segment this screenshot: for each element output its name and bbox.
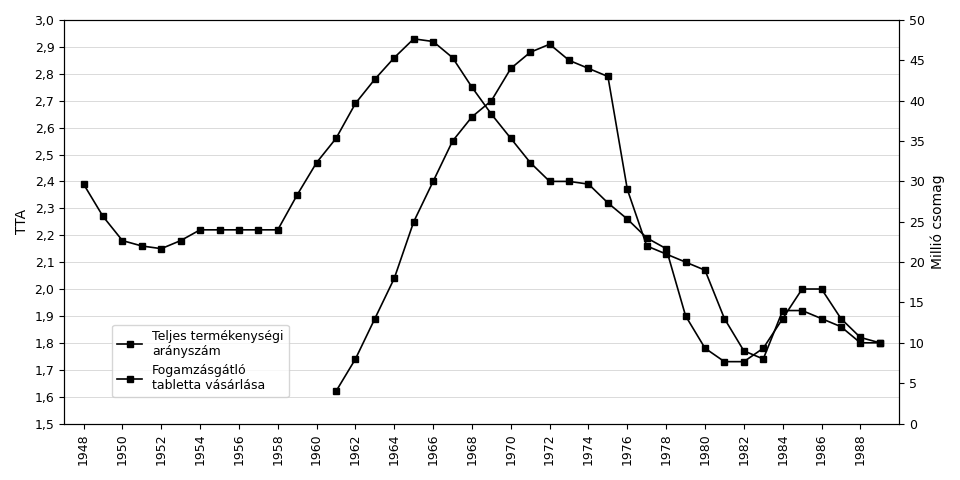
Fogamzásgátló
tabletta vásárlása: [680, 259, 691, 265]
Fogamzásgátló
tabletta vásárlása: [621, 187, 633, 192]
Teljes termékenységi
arányszám: [389, 55, 400, 60]
Fogamzásgátló
tabletta vásárlása: [757, 356, 769, 362]
Teljes termékenységi
arányszám: [660, 246, 672, 252]
Teljes termékenységi
arányszám: [738, 359, 750, 364]
Teljes termékenységi
arányszám: [311, 160, 323, 166]
Teljes termékenységi
arányszám: [369, 76, 380, 82]
Fogamzásgátló
tabletta vásárlása: [408, 219, 420, 225]
Teljes termékenységi
arányszám: [621, 216, 633, 222]
Fogamzásgátló
tabletta vásárlása: [835, 324, 847, 330]
Teljes termékenységi
arányszám: [797, 286, 808, 292]
Teljes termékenységi
arányszám: [641, 235, 653, 241]
Teljes termékenységi
arányszám: [854, 335, 866, 340]
Fogamzásgátló
tabletta vásárlása: [389, 276, 400, 281]
Teljes termékenységi
arányszám: [816, 286, 828, 292]
Teljes termékenységi
arányszám: [446, 55, 458, 60]
Fogamzásgátló
tabletta vásárlása: [524, 49, 536, 55]
Fogamzásgátló
tabletta vásárlása: [797, 308, 808, 313]
Teljes termékenységi
arányszám: [427, 39, 439, 45]
Fogamzásgátló
tabletta vásárlása: [854, 340, 866, 346]
Fogamzásgátló
tabletta vásárlása: [816, 316, 828, 322]
Fogamzásgátló
tabletta vásárlása: [583, 66, 594, 72]
Fogamzásgátló
tabletta vásárlása: [738, 348, 750, 354]
Fogamzásgátló
tabletta vásárlása: [602, 73, 613, 79]
Fogamzásgátló
tabletta vásárlása: [369, 316, 380, 322]
Teljes termékenységi
arányszám: [524, 160, 536, 166]
Fogamzásgátló
tabletta vásárlása: [874, 340, 885, 346]
Teljes termékenységi
arányszám: [757, 345, 769, 351]
Teljes termékenységi
arányszám: [349, 100, 361, 106]
Teljes termékenységi
arányszám: [194, 227, 205, 233]
Fogamzásgátló
tabletta vásárlása: [505, 66, 516, 72]
Teljes termékenységi
arányszám: [330, 135, 342, 141]
Teljes termékenységi
arányszám: [699, 345, 710, 351]
Fogamzásgátló
tabletta vásárlása: [486, 98, 497, 104]
Teljes termékenységi
arányszám: [583, 181, 594, 187]
Fogamzásgátló
tabletta vásárlása: [641, 243, 653, 249]
Teljes termékenységi
arányszám: [467, 84, 478, 90]
Teljes termékenységi
arányszám: [292, 192, 303, 198]
Line: Fogamzásgátló
tabletta vásárlása: Fogamzásgátló tabletta vásárlása: [333, 41, 882, 394]
Fogamzásgátló
tabletta vásárlása: [544, 41, 556, 47]
Teljes termékenységi
arányszám: [214, 227, 226, 233]
Teljes termékenységi
arányszám: [486, 111, 497, 117]
Fogamzásgátló
tabletta vásárlása: [467, 114, 478, 120]
Y-axis label: Millió csomag: Millió csomag: [930, 174, 945, 269]
Teljes termékenységi
arányszám: [564, 179, 575, 184]
Teljes termékenységi
arányszám: [233, 227, 245, 233]
Teljes termékenységi
arányszám: [874, 340, 885, 346]
Teljes termékenységi
arányszám: [252, 227, 264, 233]
Fogamzásgátló
tabletta vásárlása: [330, 388, 342, 394]
Teljes termékenységi
arányszám: [544, 179, 556, 184]
Teljes termékenységi
arányszám: [835, 316, 847, 322]
Teljes termékenységi
arányszám: [680, 313, 691, 319]
Fogamzásgátló
tabletta vásárlása: [719, 316, 731, 322]
Fogamzásgátló
tabletta vásárlása: [777, 308, 788, 313]
Teljes termékenységi
arányszám: [117, 238, 129, 243]
Fogamzásgátló
tabletta vásárlása: [699, 267, 710, 273]
Y-axis label: TTA: TTA: [15, 209, 29, 234]
Teljes termékenységi
arányszám: [777, 316, 788, 322]
Teljes termékenységi
arányszám: [97, 214, 108, 219]
Teljes termékenységi
arányszám: [602, 200, 613, 206]
Fogamzásgátló
tabletta vásárlása: [349, 356, 361, 362]
Teljes termékenységi
arányszám: [136, 243, 148, 249]
Teljes termékenységi
arányszám: [719, 359, 731, 364]
Teljes termékenységi
arányszám: [505, 135, 516, 141]
Fogamzásgátló
tabletta vásárlása: [427, 179, 439, 184]
Line: Teljes termékenységi
arányszám: Teljes termékenységi arányszám: [81, 36, 882, 364]
Teljes termékenységi
arányszám: [78, 181, 89, 187]
Fogamzásgátló
tabletta vásárlása: [446, 138, 458, 144]
Teljes termékenységi
arányszám: [272, 227, 283, 233]
Legend: Teljes termékenységi
arányszám, Fogamzásgátló
tabletta vásárlása: Teljes termékenységi arányszám, Fogamzás…: [112, 325, 289, 397]
Teljes termékenységi
arányszám: [408, 36, 420, 42]
Teljes termékenységi
arányszám: [175, 238, 186, 243]
Teljes termékenységi
arányszám: [156, 246, 167, 252]
Fogamzásgátló
tabletta vásárlása: [564, 58, 575, 63]
Fogamzásgátló
tabletta vásárlása: [660, 251, 672, 257]
